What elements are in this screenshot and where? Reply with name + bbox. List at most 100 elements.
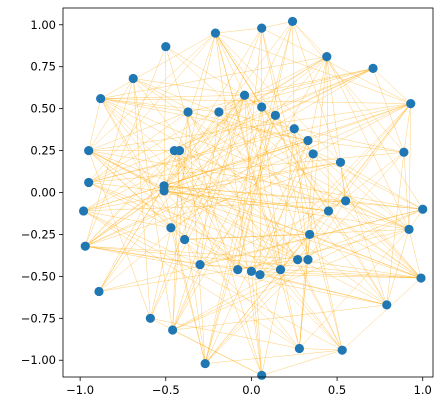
data-point — [78, 206, 89, 216]
graph-edge — [218, 56, 327, 113]
graph-edge — [312, 153, 423, 210]
graph-edge — [100, 98, 411, 104]
graph-edge — [174, 150, 410, 230]
data-point — [293, 254, 303, 265]
graph-edge — [100, 98, 189, 113]
x-tick-label: −0.5 — [152, 383, 180, 397]
graph-edge — [150, 33, 216, 319]
graph-edge — [88, 103, 411, 183]
data-point — [84, 177, 94, 188]
graph-edge — [204, 140, 309, 364]
graph-edge — [184, 234, 310, 240]
graph-edge — [292, 21, 327, 57]
graph-edge — [83, 162, 341, 212]
data-point — [145, 313, 155, 323]
graph-edge — [85, 162, 341, 247]
graph-edge — [85, 56, 327, 247]
graph-edge — [237, 28, 262, 270]
graph-edge — [133, 78, 343, 351]
data-point — [303, 135, 313, 146]
graph-edge — [85, 103, 411, 247]
graph-edge — [261, 106, 281, 270]
graph-edge — [100, 56, 327, 99]
data-point — [159, 186, 169, 196]
y-tick-label: 1.00 — [30, 18, 56, 32]
graph-edge — [205, 349, 343, 364]
y-axis-ticks: 1.00 0.75 0.50 0.25 0.00 −0.25 −0.50 −0.75 −1.00 — [21, 18, 63, 367]
graph-edge — [83, 210, 171, 228]
graph-edge — [164, 190, 329, 212]
x-tick-label: 0.0 — [242, 383, 260, 397]
graph-edge — [174, 150, 238, 270]
data-point — [180, 234, 190, 245]
graph-edge — [307, 140, 404, 153]
graph-edge — [174, 56, 327, 151]
graph-edge — [100, 98, 309, 141]
graph-edge — [218, 68, 374, 113]
graph-edge — [88, 150, 422, 279]
graph-edge — [215, 33, 276, 116]
data-point — [341, 196, 351, 206]
graph-edge — [98, 259, 298, 292]
graph-edge — [309, 234, 422, 279]
data-point — [323, 206, 334, 216]
graph-edge — [244, 95, 262, 376]
graph-edge — [199, 200, 346, 265]
graph-edge — [85, 140, 309, 247]
graph-edge — [172, 229, 410, 331]
graph-edge — [85, 245, 387, 306]
data-point — [303, 254, 313, 265]
x-tick-label: −1.0 — [66, 383, 94, 397]
data-point — [308, 149, 318, 159]
graph-edge — [280, 103, 411, 270]
graph-edge — [172, 269, 281, 331]
graph-edge — [199, 140, 309, 265]
graph-edge — [408, 229, 422, 279]
graph-edge — [386, 152, 405, 305]
graph-edge — [259, 209, 423, 275]
y-tick-label: −0.50 — [21, 269, 56, 283]
graph-edge — [172, 115, 276, 331]
graph-edge — [83, 210, 300, 349]
graph-edge — [312, 153, 422, 279]
graph-edge — [199, 111, 220, 265]
graph-edge — [83, 210, 343, 351]
graph-edge — [100, 98, 219, 113]
graph-edge — [340, 162, 410, 230]
graph-edge — [83, 200, 346, 212]
graph-edge — [163, 111, 220, 191]
graph-edge — [83, 68, 374, 212]
graph-edge — [165, 46, 262, 376]
graph-edge — [292, 21, 295, 129]
graph-edge — [218, 111, 404, 153]
graph-edge — [297, 259, 343, 351]
graph-edge — [307, 200, 346, 260]
graph-edge — [292, 21, 405, 153]
data-point — [246, 266, 257, 276]
graph-edge — [88, 151, 404, 183]
data-point — [404, 224, 414, 234]
graph-edge — [244, 68, 374, 96]
y-tick-label: 0.00 — [30, 186, 56, 200]
graph-edge — [164, 185, 346, 202]
graph-edge — [215, 27, 262, 34]
data-point — [257, 102, 267, 112]
data-point — [161, 41, 171, 52]
graph-edge — [98, 209, 423, 292]
graph-edge — [88, 111, 189, 183]
data-point — [305, 229, 315, 240]
graph-edge — [88, 111, 189, 151]
graph-edge — [83, 210, 201, 265]
graph-edge — [85, 245, 422, 279]
graph-edge — [184, 239, 261, 275]
graph-edge — [403, 103, 411, 153]
data-point — [94, 286, 104, 297]
graph-edge — [244, 95, 309, 260]
graph-edge — [328, 210, 422, 279]
graph-edge — [85, 78, 134, 247]
graph-edge — [237, 269, 300, 349]
graph-edge — [261, 28, 343, 351]
data-point — [406, 99, 416, 109]
graph-edge — [187, 111, 309, 141]
y-tick-label: 0.50 — [30, 102, 56, 116]
